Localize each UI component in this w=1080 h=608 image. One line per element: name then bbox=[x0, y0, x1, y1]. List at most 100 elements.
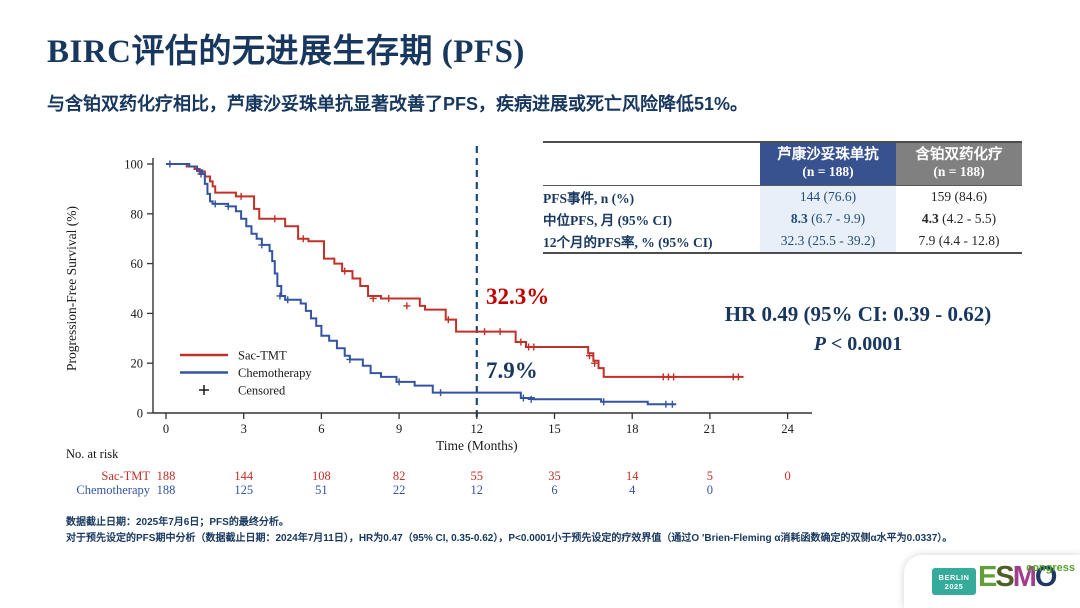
x-tick-label: 3 bbox=[241, 422, 247, 436]
y-tick-label: 40 bbox=[131, 307, 144, 321]
censor-mark bbox=[211, 200, 219, 208]
at-risk-count: 4 bbox=[629, 483, 636, 497]
at-risk-count: 144 bbox=[234, 469, 254, 483]
y-tick-label: 20 bbox=[131, 357, 144, 371]
at-risk-count: 0 bbox=[784, 469, 791, 483]
chemo-column-n: (n = 188) bbox=[933, 164, 985, 180]
berlin-2025-badge: BERLIN 2025 bbox=[932, 568, 976, 595]
at-risk-count: 22 bbox=[392, 483, 406, 497]
censor-mark bbox=[585, 352, 593, 360]
esmo-letter: M bbox=[1012, 561, 1037, 593]
at-risk-count: 5 bbox=[706, 469, 714, 483]
sac-tmt-column-n: (n = 188) bbox=[802, 164, 854, 180]
sac-tmt-value: 8.3 (6.7 - 9.9) bbox=[760, 208, 896, 230]
header-sac-tmt-column: 芦康沙妥珠单抗 (n = 188) bbox=[760, 143, 896, 185]
x-tick-label: 21 bbox=[704, 422, 717, 436]
censor-mark bbox=[530, 343, 538, 351]
censor-mark bbox=[444, 316, 452, 324]
at-risk-count: 14 bbox=[625, 469, 639, 483]
footnote-line1: 数据截止日期：2025年7月6日；PFS的最终分析。 bbox=[66, 517, 289, 528]
p-symbol: P bbox=[813, 333, 826, 355]
sac-tmt-12month-rate-label: 32.3% bbox=[486, 284, 550, 309]
at-risk-series-label: Sac-TMT bbox=[101, 469, 150, 483]
censor-mark bbox=[299, 235, 307, 243]
censor-mark bbox=[271, 215, 279, 223]
x-tick-label: 0 bbox=[163, 422, 169, 436]
x-axis-title: Time (Months) bbox=[436, 438, 518, 453]
censor-mark bbox=[591, 359, 599, 367]
header-chemo-column: 含铂双药化疗 (n = 188) bbox=[896, 143, 1022, 185]
censor-mark bbox=[600, 398, 608, 406]
table-row: PFS事件, n (%) 144 (76.6) 159 (84.6) bbox=[543, 186, 1022, 208]
sac-tmt-value: 144 (76.6) bbox=[760, 186, 896, 208]
at-risk-count: 188 bbox=[156, 483, 176, 497]
legend-label: Censored bbox=[238, 384, 286, 398]
at-risk-title: No. at risk bbox=[66, 447, 119, 461]
censor-mark bbox=[403, 302, 411, 310]
legend-label: Sac-TMT bbox=[238, 349, 287, 363]
y-tick-label: 60 bbox=[131, 257, 144, 271]
esmo-wordmark: ESMO bbox=[978, 561, 1058, 594]
table-row: 中位PFS, 月 (95% CI) 8.3 (6.7 - 9.9) 4.3 (4.2… bbox=[543, 208, 1022, 230]
censor-mark bbox=[276, 292, 284, 300]
chemo-value: 7.9 (4.4 - 12.8) bbox=[918, 233, 1000, 248]
esmo-letter: S bbox=[995, 561, 1014, 593]
chemo-value: 4.3 (4.2 - 5.5) bbox=[921, 211, 997, 226]
censor-mark bbox=[517, 338, 525, 346]
sac-tmt-value: 32.3 (25.5 - 39.2) bbox=[760, 230, 896, 252]
x-tick-label: 15 bbox=[548, 422, 561, 436]
congress-label: congress bbox=[1026, 562, 1075, 574]
chemo-column-title: 含铂双药化疗 bbox=[915, 147, 1003, 163]
x-tick-label: 9 bbox=[396, 422, 402, 436]
legend-plus-sample bbox=[199, 385, 209, 395]
at-risk-count: 55 bbox=[470, 469, 484, 483]
subtitle: 与含铂双药化疗相比，芦康沙妥珠单抗显著改善了PFS，疾病进展或死亡风险降低51%… bbox=[47, 94, 749, 114]
x-tick-label: 6 bbox=[318, 422, 324, 436]
x-tick-label: 12 bbox=[471, 422, 484, 436]
censor-mark bbox=[481, 328, 489, 336]
p-value-text: P < 0.0001 bbox=[678, 333, 1038, 356]
esmo-congress-logo: BERLIN 2025 ESMO congress bbox=[904, 555, 1080, 608]
censor-mark bbox=[258, 241, 266, 249]
at-risk-count: 35 bbox=[548, 469, 561, 483]
censor-mark bbox=[662, 400, 670, 408]
at-risk-count: 0 bbox=[706, 483, 714, 497]
series-curve-chemotherapy bbox=[166, 163, 677, 406]
censor-mark bbox=[369, 294, 377, 302]
y-axis-title: Progression-Free Survival (%) bbox=[64, 206, 79, 371]
hazard-ratio-block: HR 0.49 (95% CI: 0.39 - 0.62) P < 0.0001 bbox=[678, 302, 1038, 356]
censor-mark bbox=[437, 389, 445, 397]
at-risk-count: 82 bbox=[392, 469, 406, 483]
censor-mark bbox=[197, 170, 205, 178]
censor-mark bbox=[496, 328, 504, 336]
chemo-value: 159 (84.6) bbox=[930, 189, 988, 204]
row-label: 12个月的PFS率, % (95% CI) bbox=[543, 235, 713, 250]
footnote-line2: 对于预先设定的PFS期中分析（数据截止日期：2024年7月11日），HR为0.4… bbox=[66, 533, 953, 544]
hazard-ratio-text: HR 0.49 (95% CI: 0.39 - 0.62) bbox=[724, 302, 992, 326]
at-risk-count: 51 bbox=[315, 483, 328, 497]
table-row: 12个月的PFS率, % (95% CI) 32.3 (25.5 - 39.2) 7… bbox=[543, 230, 1022, 252]
x-tick-label: 24 bbox=[781, 422, 794, 436]
badge-city: BERLIN bbox=[938, 573, 970, 582]
footnotes: 数据截止日期：2025年7月6日；PFS的最终分析。 对于预先设定的PFS期中分… bbox=[66, 515, 952, 547]
censor-mark bbox=[341, 267, 349, 275]
legend-label: Chemotherapy bbox=[238, 366, 312, 380]
censor-mark bbox=[166, 160, 174, 168]
results-table: 芦康沙妥珠单抗 (n = 188) 含铂双药化疗 (n = 188) PFS事件… bbox=[543, 141, 1022, 254]
y-tick-label: 0 bbox=[137, 407, 143, 421]
y-tick-label: 100 bbox=[124, 158, 143, 172]
results-table-header: 芦康沙妥珠单抗 (n = 188) 含铂双药化疗 (n = 188) bbox=[543, 143, 1022, 186]
censor-mark bbox=[237, 192, 245, 200]
x-tick-label: 18 bbox=[626, 422, 639, 436]
p-value: < 0.0001 bbox=[825, 333, 903, 355]
censor-mark bbox=[519, 394, 527, 402]
row-label: 中位PFS, 月 (95% CI) bbox=[543, 213, 672, 228]
censor-mark bbox=[668, 400, 676, 408]
sac-tmt-column-title: 芦康沙妥珠单抗 bbox=[777, 147, 879, 163]
at-risk-series-label: Chemotherapy bbox=[76, 483, 150, 497]
censor-mark bbox=[395, 378, 403, 386]
results-table-body: PFS事件, n (%) 144 (76.6) 159 (84.6) 中位PFS, 月… bbox=[543, 186, 1022, 254]
esmo-letter: O bbox=[1034, 561, 1058, 593]
at-risk-count: 6 bbox=[551, 483, 558, 497]
